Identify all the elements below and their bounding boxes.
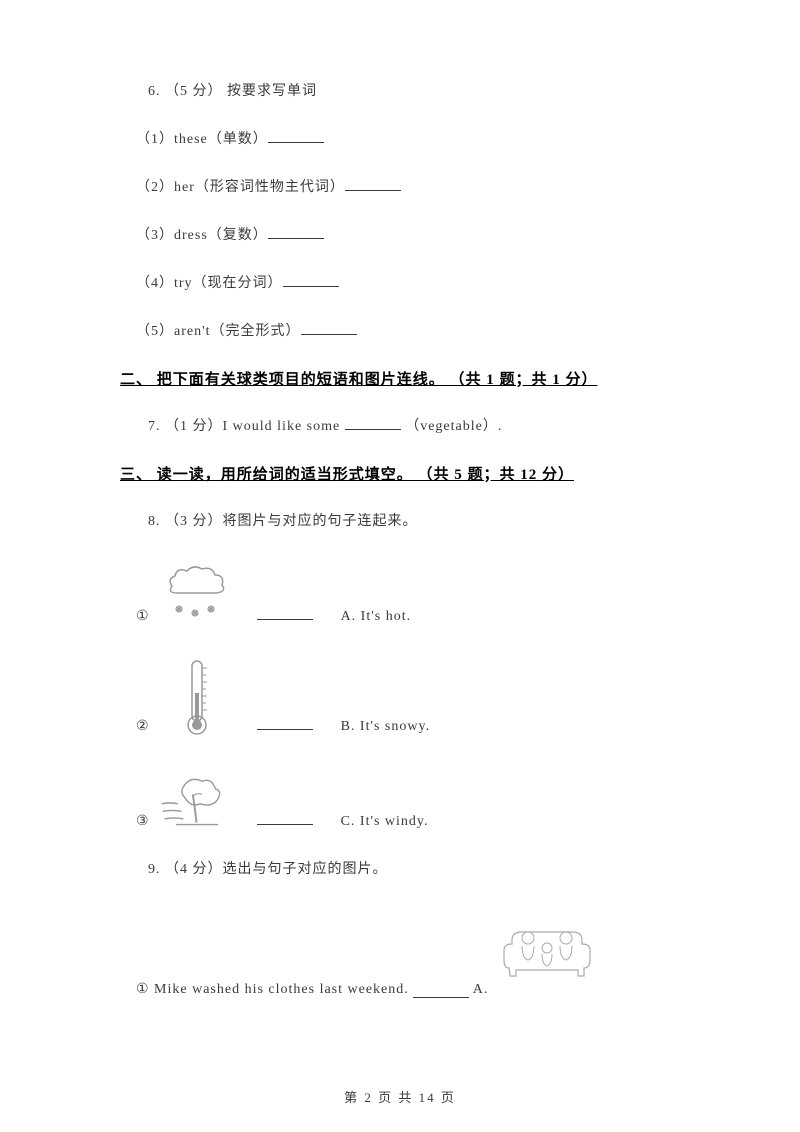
section-3-header: 三、 读一读，用所给词的适当形式填空。 （共 5 题；共 12 分） bbox=[120, 463, 680, 484]
q8-row-1-opt: A. It's hot. bbox=[341, 609, 412, 633]
q9-header: 9. （4 分）选出与句子对应的图片。 bbox=[148, 858, 680, 878]
q6-item-1-text: （1）these（单数） bbox=[136, 132, 268, 147]
blank[interactable] bbox=[268, 225, 324, 239]
q8-row-3: ③ C. It's windy. bbox=[136, 763, 680, 838]
q8-row-3-num: ③ bbox=[136, 813, 149, 838]
q9-line-1-suffix: A. bbox=[473, 982, 489, 998]
q8-header: 8. （3 分）将图片与对应的句子连起来。 bbox=[148, 510, 680, 530]
thermometer-icon bbox=[157, 653, 237, 743]
q8-row-1-num: ① bbox=[136, 608, 149, 633]
q8-row-3-opt: C. It's windy. bbox=[341, 814, 429, 838]
q6-item-3: （3）dress（复数） bbox=[136, 224, 680, 244]
q7-prefix: 7. （1 分）I would like some bbox=[148, 419, 345, 434]
section-2-header: 二、 把下面有关球类项目的短语和图片连线。 （共 1 题；共 1 分） bbox=[120, 368, 680, 389]
blank[interactable] bbox=[283, 273, 339, 287]
q7-suffix: （vegetable）. bbox=[401, 419, 503, 434]
wind-icon bbox=[157, 763, 237, 838]
q9-line-1: ① Mike washed his clothes last weekend. … bbox=[136, 918, 680, 998]
blank[interactable] bbox=[257, 811, 313, 838]
blank[interactable] bbox=[257, 606, 313, 633]
q8-row-2-num: ② bbox=[136, 718, 149, 743]
q7: 7. （1 分）I would like some （vegetable）. bbox=[148, 415, 680, 435]
blank[interactable] bbox=[345, 177, 401, 191]
q9-line-1-prefix: ① Mike washed his clothes last weekend. bbox=[136, 981, 409, 998]
q6-item-1: （1）these（单数） bbox=[136, 128, 680, 148]
q8-row-2-opt: B. It's snowy. bbox=[341, 719, 431, 743]
q6-header: 6. （5 分） 按要求写单词 bbox=[148, 80, 680, 100]
blank[interactable] bbox=[268, 129, 324, 143]
q6-item-4: （4）try（现在分词） bbox=[136, 272, 680, 292]
blank[interactable] bbox=[301, 321, 357, 335]
family-sofa-icon bbox=[494, 918, 599, 998]
snow-icon bbox=[157, 558, 237, 633]
blank[interactable] bbox=[345, 416, 401, 430]
q8-row-2: ② B. It's snowy. bbox=[136, 653, 680, 743]
q8-row-1: ① A. It's hot. bbox=[136, 558, 680, 633]
q6-item-2: （2）her（形容词性物主代词） bbox=[136, 176, 680, 196]
page-footer: 第 2 页 共 14 页 bbox=[0, 1087, 800, 1106]
blank[interactable] bbox=[413, 984, 469, 998]
q6-item-5-text: （5）aren't（完全形式） bbox=[136, 324, 301, 339]
q6-item-4-text: （4）try（现在分词） bbox=[136, 276, 283, 291]
q6-item-3-text: （3）dress（复数） bbox=[136, 228, 268, 243]
q6-item-2-text: （2）her（形容词性物主代词） bbox=[136, 180, 345, 195]
blank[interactable] bbox=[257, 716, 313, 743]
q6-item-5: （5）aren't（完全形式） bbox=[136, 320, 680, 340]
